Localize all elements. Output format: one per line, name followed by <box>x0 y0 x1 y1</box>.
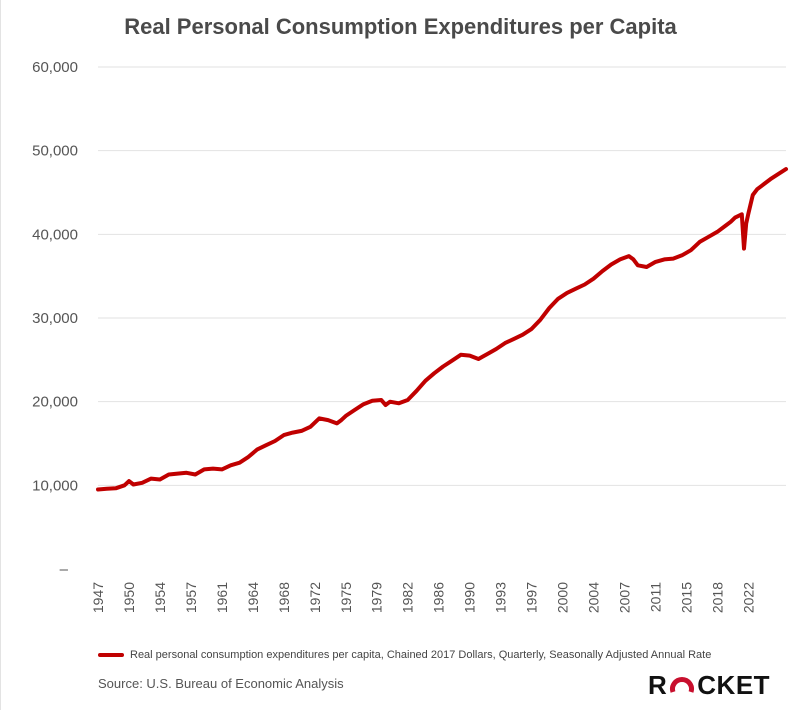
x-tick-label: 1964 <box>245 582 261 613</box>
logo-text-right: CKET <box>697 670 771 700</box>
x-axis-ticks: 1947 1950 1954 1957 1961 1964 1968 1972 1975 1979… <box>90 582 756 613</box>
y-tick-label: 50,000 <box>32 143 78 160</box>
x-tick-label: 1990 <box>462 582 478 613</box>
x-tick-label: 1950 <box>121 582 137 613</box>
x-tick-label: 1947 <box>90 582 106 613</box>
x-tick-label: 2004 <box>586 582 602 613</box>
series-line-0 <box>96 167 788 492</box>
x-tick-label: 2007 <box>617 582 633 613</box>
rocket-logo: R CKET <box>648 670 770 701</box>
chart-title: Real Personal Consumption Expenditures p… <box>124 14 677 39</box>
y-tick-label: 60,000 <box>32 59 78 76</box>
x-tick-label: 1972 <box>307 582 323 613</box>
left-border-line <box>0 0 1 710</box>
y-tick-label: 10,000 <box>32 477 78 494</box>
y-tick-label: 20,000 <box>32 394 78 411</box>
x-tick-label: 1975 <box>338 582 354 613</box>
legend: Real personal consumption expenditures p… <box>98 649 711 661</box>
legend-swatch <box>98 653 124 657</box>
logo-text-left: R <box>648 670 668 700</box>
y-axis-ticks: – 10,000 20,000 30,000 40,000 50,000 60,000 <box>32 59 78 578</box>
x-tick-label: 1986 <box>431 582 447 613</box>
gridlines <box>98 66 786 486</box>
legend-label: Real personal consumption expenditures p… <box>130 649 712 661</box>
x-tick-label: 2022 <box>740 582 756 613</box>
x-tick-label: 2011 <box>647 582 663 612</box>
y-tick-label: 40,000 <box>32 226 78 243</box>
x-tick-label: 1968 <box>276 582 292 613</box>
x-tick-label: 1997 <box>524 582 540 613</box>
x-tick-label: 1961 <box>214 582 230 613</box>
rocket-logo-icon <box>670 676 695 693</box>
x-tick-label: 1982 <box>400 582 416 613</box>
x-tick-label: 1993 <box>493 582 509 613</box>
y-tick-label: – <box>60 561 69 578</box>
x-tick-label: 2000 <box>555 582 571 613</box>
series-layer <box>96 167 788 492</box>
source-note: Source: U.S. Bureau of Economic Analysis <box>98 676 344 691</box>
x-tick-label: 2018 <box>709 582 725 613</box>
x-tick-label: 1957 <box>183 582 199 613</box>
line-chart: – 10,000 20,000 30,000 40,000 50,000 60,000 19… <box>32 59 788 613</box>
x-tick-label: 1954 <box>152 582 168 613</box>
x-tick-label: 1979 <box>369 582 385 613</box>
x-tick-label: 2015 <box>678 582 694 613</box>
y-tick-label: 30,000 <box>32 310 78 327</box>
